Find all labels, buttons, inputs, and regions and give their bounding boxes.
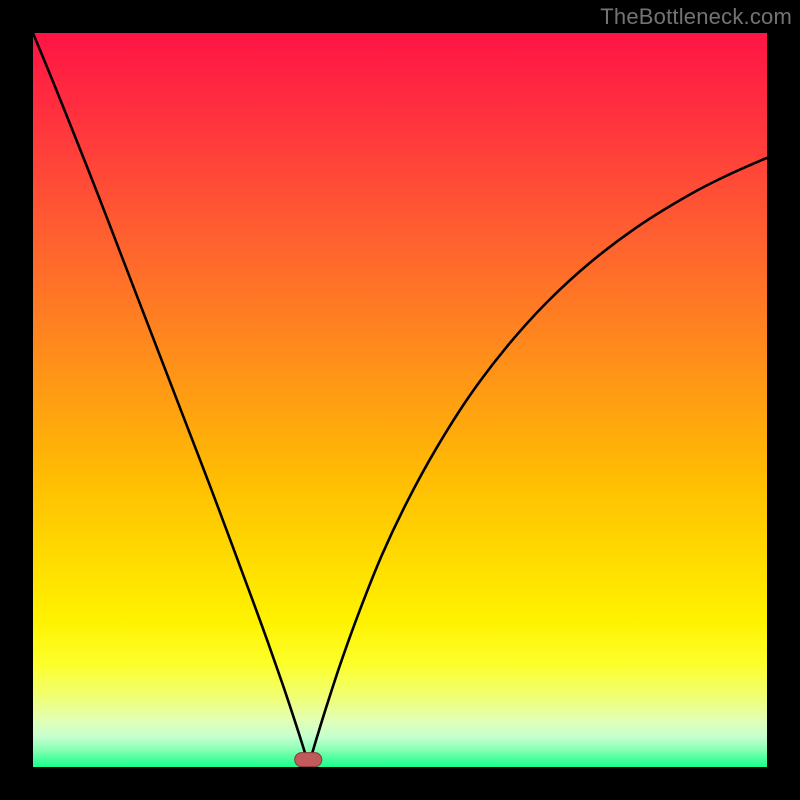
figure-root: TheBottleneck.com [0, 0, 800, 800]
cusp-marker [295, 753, 322, 767]
plot-area [33, 33, 767, 767]
gradient-background [33, 33, 767, 767]
chart-svg [33, 33, 767, 767]
watermark-text: TheBottleneck.com [600, 4, 792, 30]
